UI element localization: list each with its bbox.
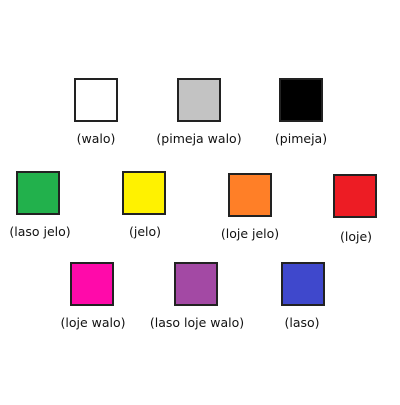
swatch-pimeja — [279, 78, 323, 122]
swatch-label-pimeja-walo: (pimeja walo) — [156, 131, 242, 146]
swatch-loje — [333, 174, 377, 218]
swatch-label-laso-loje-walo: (laso loje walo) — [149, 315, 245, 330]
swatch-label-laso: (laso) — [284, 315, 320, 330]
swatch-jelo — [122, 171, 166, 215]
swatch-loje-walo — [70, 262, 114, 306]
swatch-laso — [281, 262, 325, 306]
swatch-pimeja-walo — [177, 78, 221, 122]
swatch-label-loje-walo: (loje walo) — [60, 315, 126, 330]
swatch-label-loje: (loje) — [339, 229, 373, 244]
swatch-label-walo: (walo) — [76, 131, 116, 146]
swatch-laso-loje-walo — [174, 262, 218, 306]
swatch-walo — [74, 78, 118, 122]
swatch-label-loje-jelo: (loje jelo) — [220, 226, 280, 241]
swatch-label-jelo: (jelo) — [128, 224, 162, 239]
swatch-loje-jelo — [228, 173, 272, 217]
swatch-label-pimeja: (pimeja) — [274, 131, 328, 146]
swatch-laso-jelo — [16, 171, 60, 215]
swatch-label-laso-jelo: (laso jelo) — [9, 224, 71, 239]
